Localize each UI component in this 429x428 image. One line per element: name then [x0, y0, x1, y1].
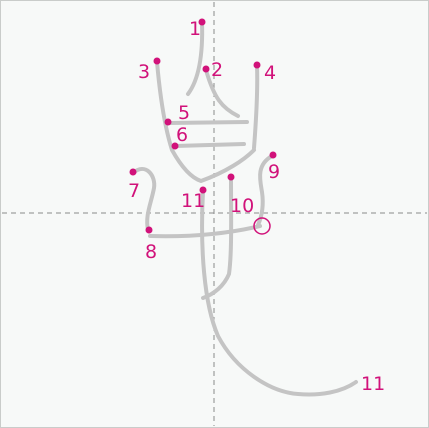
- stroke-number-labels: 1 2 3 4 5 6 7 8 9 10 11 11: [128, 18, 385, 395]
- stroke-7-path: [131, 167, 157, 232]
- character-strokes: [131, 20, 358, 397]
- stroke-11-path: [200, 189, 358, 397]
- stroke-9-start-dot: [269, 151, 277, 159]
- stroke-10-number: 10: [230, 195, 254, 217]
- stroke-3-path: [155, 60, 256, 183]
- stroke-11-number: 11: [181, 190, 205, 212]
- stroke-8-number: 8: [145, 241, 157, 263]
- stroke-2-start-dot: [202, 65, 210, 73]
- stroke-8-start-dot: [145, 226, 153, 234]
- stroke-4-path: [252, 64, 260, 150]
- stroke-9-path: [256, 154, 274, 227]
- stroke-7-number: 7: [128, 180, 140, 202]
- stroke-11-end-number: 11: [361, 373, 385, 395]
- stroke-1-start-dot: [198, 18, 206, 26]
- stroke-1-number: 1: [189, 18, 201, 40]
- stroke-5-path: [166, 120, 249, 125]
- stroke-2-path: [204, 68, 240, 118]
- stroke-9-end-circle: [253, 217, 271, 235]
- stroke-6-start-dot: [171, 142, 179, 150]
- stroke-3-start-dot: [153, 57, 161, 65]
- stroke-11-start-dot: [199, 186, 207, 194]
- stroke-3-number: 3: [138, 61, 150, 83]
- stroke-10-start-dot: [227, 173, 235, 181]
- stroke-4-number: 4: [264, 62, 276, 84]
- stroke-6-path: [173, 142, 246, 148]
- stroke-5-number: 5: [178, 102, 190, 124]
- stroke-10-path: [201, 176, 234, 300]
- stroke-7-start-dot: [129, 168, 137, 176]
- stroke-9-number: 9: [268, 161, 280, 183]
- stroke-2-number: 2: [211, 59, 223, 81]
- start-point-markers: [129, 18, 277, 234]
- stroke-6-number: 6: [176, 124, 188, 146]
- stroke-5-start-dot: [164, 118, 172, 126]
- stroke-1-path: [186, 20, 205, 96]
- stroke-4-start-dot: [253, 61, 261, 69]
